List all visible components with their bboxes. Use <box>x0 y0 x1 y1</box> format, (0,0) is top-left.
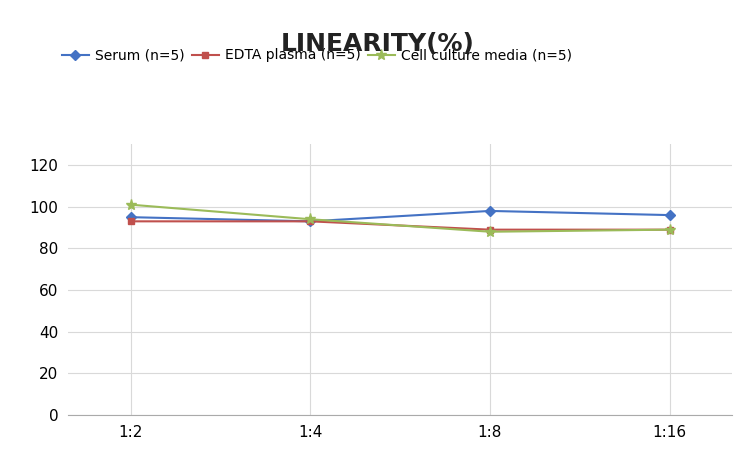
EDTA plasma (n=5) <box>665 227 674 232</box>
Cell culture media (n=5) <box>126 202 135 207</box>
Serum (n=5) <box>485 208 495 214</box>
EDTA plasma (n=5) <box>126 219 135 224</box>
Line: EDTA plasma (n=5): EDTA plasma (n=5) <box>128 218 673 233</box>
Line: Serum (n=5): Serum (n=5) <box>128 207 673 225</box>
Text: LINEARITY(%): LINEARITY(%) <box>281 32 474 55</box>
Legend: Serum (n=5), EDTA plasma (n=5), Cell culture media (n=5): Serum (n=5), EDTA plasma (n=5), Cell cul… <box>62 48 572 62</box>
Line: Cell culture media (n=5): Cell culture media (n=5) <box>125 199 675 237</box>
Serum (n=5) <box>665 212 674 218</box>
Cell culture media (n=5) <box>485 229 495 235</box>
Serum (n=5) <box>126 215 135 220</box>
EDTA plasma (n=5) <box>485 227 495 232</box>
Cell culture media (n=5) <box>665 227 674 232</box>
Cell culture media (n=5) <box>306 216 315 222</box>
EDTA plasma (n=5) <box>306 219 315 224</box>
Serum (n=5) <box>306 219 315 224</box>
